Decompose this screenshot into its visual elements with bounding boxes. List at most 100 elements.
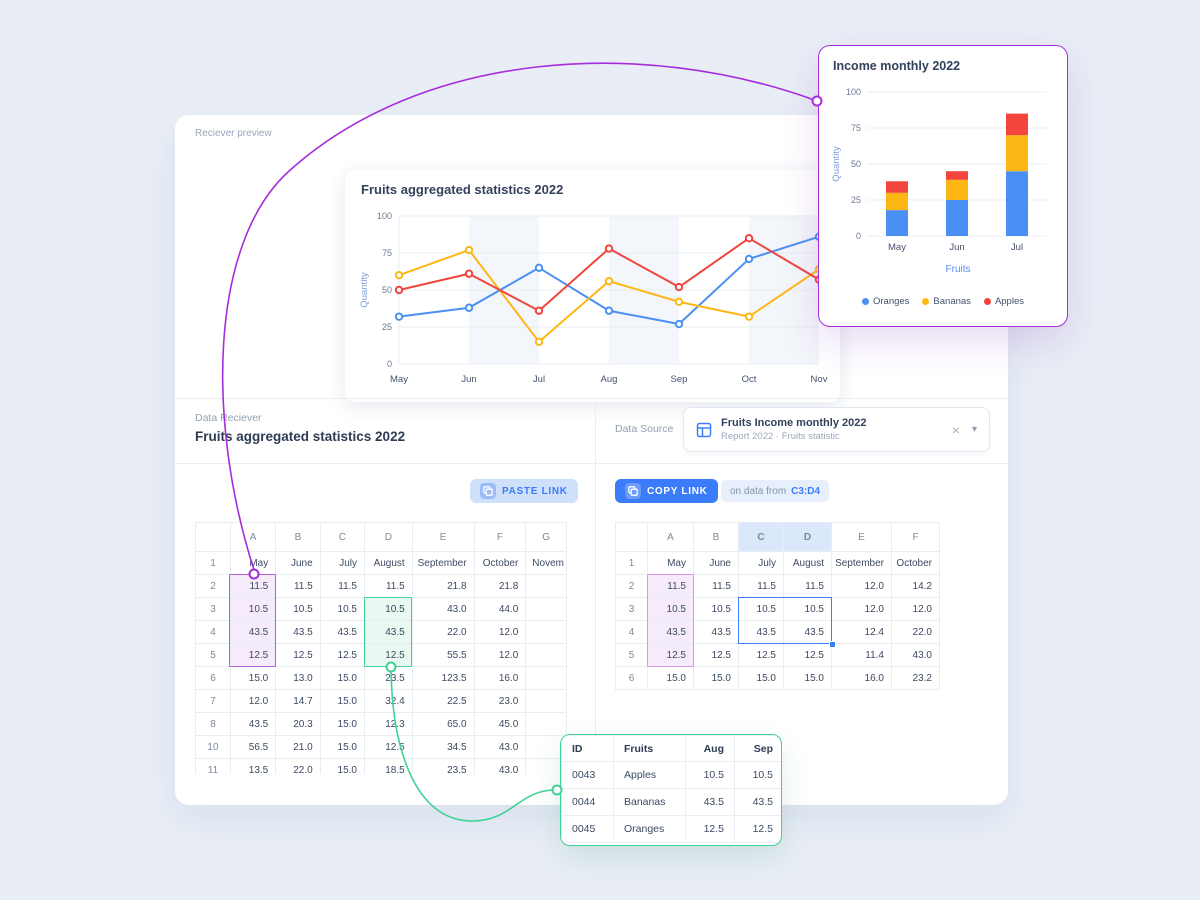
- sheet-cell[interactable]: [525, 597, 567, 621]
- sheet-cell[interactable]: 12.5: [364, 643, 413, 667]
- sheet-cell[interactable]: 12.5: [229, 643, 277, 667]
- sheet-cell[interactable]: 21.8: [473, 574, 527, 598]
- row-header-4[interactable]: 4: [615, 620, 648, 644]
- sheet-cell[interactable]: Novem: [525, 551, 567, 575]
- sheet-cell[interactable]: 12.4: [831, 620, 892, 644]
- sheet-cell[interactable]: 22.5: [411, 689, 475, 713]
- sheet-cell[interactable]: [525, 643, 567, 667]
- column-header-d[interactable]: D: [783, 522, 832, 552]
- sheet-cell[interactable]: 22.0: [275, 758, 321, 774]
- sheet-cell[interactable]: 15.0: [319, 689, 366, 713]
- sheet-cell[interactable]: July: [738, 551, 784, 575]
- sheet-cell[interactable]: May: [229, 551, 277, 575]
- sheet-cell[interactable]: 15.0: [319, 712, 366, 736]
- sheet-cell[interactable]: 10.5: [783, 597, 832, 621]
- sheet-cell[interactable]: 12.5: [738, 643, 784, 667]
- sheet-cell[interactable]: 14.7: [275, 689, 321, 713]
- sheet-cell[interactable]: September: [831, 551, 892, 575]
- sheet-cell[interactable]: 11.5: [693, 574, 739, 598]
- sheet-cell[interactable]: October: [891, 551, 940, 575]
- sheet-cell[interactable]: 10.5: [275, 597, 321, 621]
- sheet-cell[interactable]: 13.5: [229, 758, 277, 774]
- row-header-3[interactable]: 3: [615, 597, 648, 621]
- column-header-b[interactable]: B: [275, 522, 321, 552]
- sheet-cell[interactable]: 12.0: [473, 643, 527, 667]
- paste-link-button[interactable]: PASTE LINK: [470, 479, 578, 503]
- sheet-cell[interactable]: 12.5: [783, 643, 832, 667]
- sheet-cell[interactable]: 18.5: [364, 758, 413, 774]
- column-header-c[interactable]: C: [319, 522, 366, 552]
- column-header-c[interactable]: C: [738, 522, 784, 552]
- sheet-cell[interactable]: 43.5: [275, 620, 321, 644]
- column-header-e[interactable]: E: [831, 522, 892, 552]
- column-header-g[interactable]: G: [525, 522, 567, 552]
- sheet-cell[interactable]: 10.5: [647, 597, 694, 621]
- sheet-cell[interactable]: 15.0: [319, 758, 366, 774]
- sheet-cell[interactable]: 11.5: [319, 574, 366, 598]
- column-header-a[interactable]: A: [647, 522, 694, 552]
- sheet-cell[interactable]: 12.5: [364, 735, 413, 759]
- sheet-cell[interactable]: June: [693, 551, 739, 575]
- sheet-cell[interactable]: 21.8: [411, 574, 475, 598]
- row-header-5[interactable]: 5: [195, 643, 231, 667]
- sheet-cell[interactable]: 43.5: [783, 620, 832, 644]
- row-header-10[interactable]: 10: [195, 735, 231, 759]
- sheet-cell[interactable]: 12.3: [364, 712, 413, 736]
- sheet-cell[interactable]: 55.5: [411, 643, 475, 667]
- sheet-cell[interactable]: 10.5: [229, 597, 277, 621]
- sheet-cell[interactable]: October: [473, 551, 527, 575]
- sheet-cell[interactable]: 11.5: [229, 574, 277, 598]
- sheet-cell[interactable]: 12.5: [275, 643, 321, 667]
- copy-link-button[interactable]: COPY LINK: [615, 479, 718, 503]
- sheet-cell[interactable]: 123.5: [411, 666, 475, 690]
- column-header-a[interactable]: A: [229, 522, 277, 552]
- row-header-1[interactable]: 1: [615, 551, 648, 575]
- sheet-cell[interactable]: 12.5: [647, 643, 694, 667]
- column-header-e[interactable]: E: [411, 522, 475, 552]
- sheet-cell[interactable]: [525, 689, 567, 713]
- sheet-cell[interactable]: 45.0: [473, 712, 527, 736]
- sheet-cell[interactable]: 16.0: [831, 666, 892, 690]
- sheet-cell[interactable]: 12.5: [319, 643, 366, 667]
- row-header-3[interactable]: 3: [195, 597, 231, 621]
- sheet-cell[interactable]: 11.5: [647, 574, 694, 598]
- sheet-cell[interactable]: 15.0: [229, 666, 277, 690]
- sheet-cell[interactable]: 15.0: [738, 666, 784, 690]
- sheet-cell[interactable]: 34.5: [411, 735, 475, 759]
- sheet-cell[interactable]: 13.0: [275, 666, 321, 690]
- row-header-4[interactable]: 4: [195, 620, 231, 644]
- sheet-cell[interactable]: 15.0: [319, 735, 366, 759]
- sheet-cell[interactable]: 43.0: [473, 758, 527, 774]
- row-header-8[interactable]: 8: [195, 712, 231, 736]
- sheet-cell[interactable]: 15.0: [783, 666, 832, 690]
- sheet-cell[interactable]: 65.0: [411, 712, 475, 736]
- sheet-cell[interactable]: 10.5: [738, 597, 784, 621]
- sheet-cell[interactable]: 44.0: [473, 597, 527, 621]
- sheet-cell[interactable]: 11.5: [364, 574, 413, 598]
- sheet-cell[interactable]: 43.5: [738, 620, 784, 644]
- sheet-cell[interactable]: 11.5: [275, 574, 321, 598]
- sheet-cell[interactable]: 23.0: [473, 689, 527, 713]
- row-header-2[interactable]: 2: [615, 574, 648, 598]
- sheet-cell[interactable]: 15.0: [647, 666, 694, 690]
- column-header-b[interactable]: B: [693, 522, 739, 552]
- sheet-cell[interactable]: May: [647, 551, 694, 575]
- sheet-cell[interactable]: July: [319, 551, 366, 575]
- sheet-cell[interactable]: 43.0: [411, 597, 475, 621]
- sheet-cell[interactable]: 23.5: [364, 666, 413, 690]
- row-header-1[interactable]: 1: [195, 551, 231, 575]
- sheet-cell[interactable]: 12.0: [229, 689, 277, 713]
- sheet-cell[interactable]: 43.5: [229, 620, 277, 644]
- sheet-cell[interactable]: 12.0: [891, 597, 940, 621]
- sheet-cell[interactable]: [525, 574, 567, 598]
- sheet-cell[interactable]: 20.3: [275, 712, 321, 736]
- sheet-cell[interactable]: 23.5: [411, 758, 475, 774]
- sheet-cell[interactable]: 16.0: [473, 666, 527, 690]
- sheet-cell[interactable]: 43.0: [473, 735, 527, 759]
- range-chip[interactable]: C3:D4: [791, 485, 821, 497]
- sheet-cell[interactable]: 43.5: [229, 712, 277, 736]
- sheet-cell[interactable]: September: [411, 551, 475, 575]
- sheet-cell[interactable]: 11.5: [738, 574, 784, 598]
- column-header-f[interactable]: F: [473, 522, 527, 552]
- row-header-11[interactable]: 11: [195, 758, 231, 774]
